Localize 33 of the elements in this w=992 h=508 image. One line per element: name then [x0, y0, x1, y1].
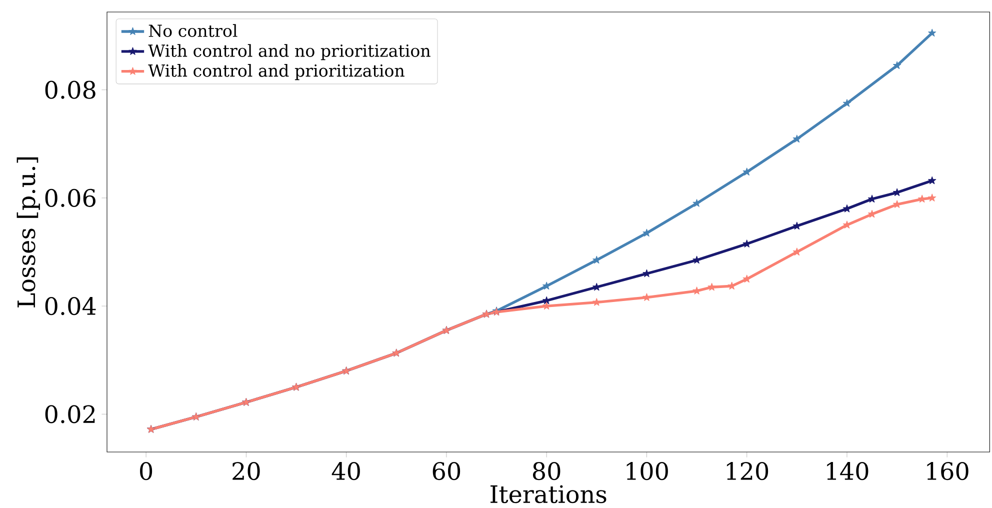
x-tick-label: 100 — [626, 462, 668, 480]
point — [928, 176, 936, 184]
x-tick-label: 80 — [532, 462, 560, 480]
point — [893, 61, 902, 69]
x-tick-label: 120 — [726, 462, 768, 480]
legend-label: No control — [148, 24, 238, 38]
x-tick-label: 160 — [927, 462, 968, 480]
point — [592, 256, 601, 264]
point — [792, 248, 801, 256]
y-tick-label: 0.06 — [45, 188, 96, 207]
point — [642, 228, 651, 237]
x-tick-label: 40 — [332, 462, 360, 480]
point — [642, 293, 651, 301]
x-tick-label: 140 — [827, 462, 868, 480]
point — [792, 134, 801, 143]
legend-label: With control and prioritization — [148, 64, 404, 80]
point — [742, 168, 751, 176]
y-axis-title: Losses [p.u.] — [16, 157, 40, 308]
y-tick-label: 0.04 — [45, 297, 96, 316]
point — [592, 298, 601, 306]
x-axis-title: Iterations — [490, 485, 606, 504]
point — [692, 199, 701, 207]
point — [842, 99, 852, 107]
point — [928, 28, 936, 37]
y-tick-label: 0.08 — [45, 80, 96, 99]
x-tick-label: 0 — [140, 462, 152, 480]
x-tick-label: 60 — [432, 462, 460, 480]
point — [542, 282, 551, 290]
x-tick-label: 20 — [232, 462, 260, 480]
point — [928, 194, 936, 202]
legend-label: With control and no prioritization — [148, 44, 430, 60]
y-tick-label: 0.02 — [45, 405, 95, 424]
point — [708, 282, 716, 291]
